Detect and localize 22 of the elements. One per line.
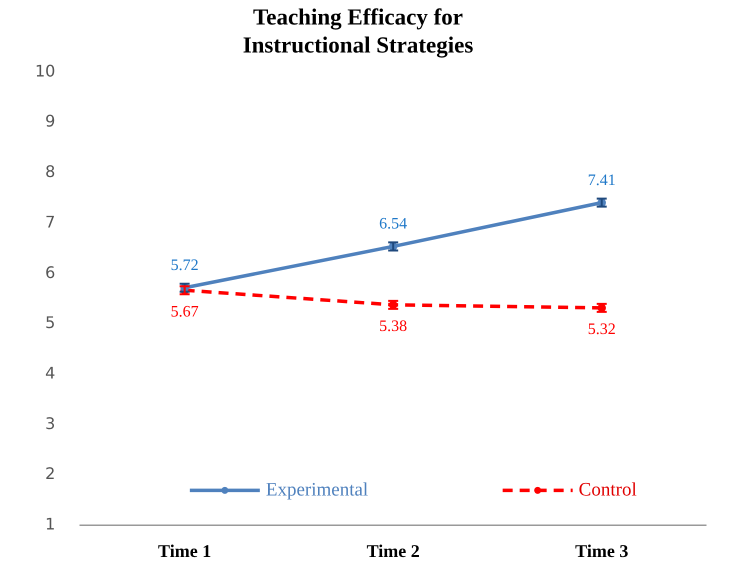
- legend-label: Control: [578, 479, 637, 500]
- y-tick-label: 5: [45, 313, 56, 332]
- data-label: 7.41: [588, 172, 616, 189]
- data-label: 5.67: [170, 303, 199, 320]
- data-label: 5.38: [379, 318, 408, 336]
- chart-title: Teaching Efficacy for Instructional Strategies: [242, 4, 474, 58]
- y-tick-label: 8: [45, 162, 56, 182]
- legend-label: Experimental: [266, 479, 368, 500]
- y-tick-label: 4: [45, 363, 56, 382]
- y-tick-label: 2: [45, 464, 56, 484]
- y-tick-label: 3: [45, 414, 56, 433]
- y-tick-label: 7: [45, 212, 56, 232]
- y-tick-label: 1: [45, 514, 56, 534]
- data-label: 5.32: [588, 321, 616, 338]
- x-tick-label: Time 3: [575, 540, 628, 561]
- data-label: 6.54: [379, 216, 408, 233]
- x-tick-label: Time 2: [366, 540, 420, 561]
- data-label: 5.72: [170, 256, 199, 274]
- x-tick-label: Time 1: [158, 540, 212, 561]
- y-tick-label: 9: [45, 112, 56, 131]
- y-tick-label: 6: [45, 262, 56, 282]
- y-tick-label: 10: [35, 61, 56, 80]
